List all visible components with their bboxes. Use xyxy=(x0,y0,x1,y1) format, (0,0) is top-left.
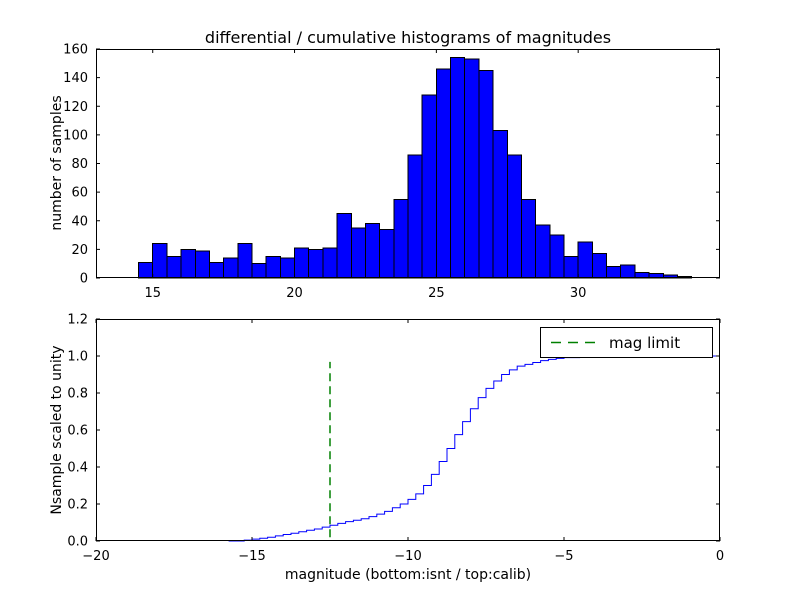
top-y-tick-label: 0 xyxy=(80,272,88,287)
histogram-bar xyxy=(180,248,196,279)
histogram-bar xyxy=(279,257,296,279)
histogram-bar xyxy=(407,154,423,279)
top-x-tick-label: 25 xyxy=(428,286,445,301)
bottom-x-tick-label: 0 xyxy=(716,549,724,564)
top-y-tick-label: 100 xyxy=(63,128,88,143)
histogram-bar xyxy=(223,257,239,279)
histogram-bar xyxy=(450,57,466,279)
bottom-y-tick-label: 1.2 xyxy=(67,313,88,328)
histogram-bar xyxy=(393,198,409,279)
histogram-bar xyxy=(350,227,366,279)
histogram-bar xyxy=(620,264,636,279)
top-y-tick-label: 160 xyxy=(63,43,88,58)
histogram-bar xyxy=(194,250,210,279)
top-y-tick-label: 140 xyxy=(63,71,88,86)
histogram-bar xyxy=(322,247,338,279)
bottom-x-tick-label: −15 xyxy=(238,549,265,564)
histogram-bar xyxy=(464,58,480,279)
bottom-y-tick-label: 0.4 xyxy=(67,461,88,476)
cumulative-line xyxy=(228,355,720,542)
top-x-tick-label: 20 xyxy=(286,286,303,301)
top-y-axis-label: number of samples xyxy=(49,95,65,231)
histogram-bar xyxy=(208,261,225,279)
bottom-y-tick-label: 1.0 xyxy=(67,350,88,365)
histogram-bar xyxy=(336,213,352,279)
bottom-x-tick-label: −5 xyxy=(554,549,573,564)
histogram-bar xyxy=(308,248,324,279)
legend-label: mag limit xyxy=(609,334,680,352)
bottom-y-tick-label: 0.6 xyxy=(67,424,88,439)
histogram-bar xyxy=(265,256,281,279)
histogram-bar xyxy=(152,243,168,279)
histogram-bar xyxy=(421,94,437,279)
bottom-y-tick-label: 0.0 xyxy=(67,535,88,550)
histogram-bar xyxy=(294,247,310,279)
histogram-bar xyxy=(138,261,154,279)
histogram-bar xyxy=(166,256,182,279)
histogram-bar xyxy=(591,253,608,279)
histogram-bar xyxy=(251,263,267,279)
histogram-bar xyxy=(520,198,537,279)
bottom-y-tick-label: 0.2 xyxy=(67,498,88,513)
bottom-x-tick-label: −20 xyxy=(82,549,109,564)
top-x-tick-label: 15 xyxy=(144,286,161,301)
histogram-bar xyxy=(606,266,622,279)
bottom-y-tick-label: 0.8 xyxy=(67,387,88,402)
histogram-bar xyxy=(535,224,551,279)
bottom-y-axis-label: Nsample scaled to unity xyxy=(49,345,65,515)
histogram-bar xyxy=(492,130,508,279)
top-x-tick-label: 30 xyxy=(570,286,587,301)
histogram-bar xyxy=(435,68,452,279)
bottom-x-tick-label: −10 xyxy=(394,549,421,564)
top-y-tick-label: 20 xyxy=(71,243,88,258)
histogram-bar xyxy=(478,69,494,279)
histogram-bar xyxy=(563,256,579,279)
top-y-tick-label: 80 xyxy=(71,157,88,172)
histogram-bar xyxy=(364,223,381,279)
top-y-tick-label: 120 xyxy=(63,100,88,115)
histogram-bar xyxy=(237,243,253,279)
histogram-bar xyxy=(549,234,565,279)
histogram-bar xyxy=(379,228,395,279)
top-y-tick-label: 60 xyxy=(71,186,88,201)
histogram-bar xyxy=(577,241,593,279)
histogram-bar xyxy=(506,154,522,279)
bottom-x-axis-label: magnitude (bottom:isnt / top:calib) xyxy=(284,567,532,583)
top-y-tick-label: 40 xyxy=(71,214,88,229)
chart-title: differential / cumulative histograms of … xyxy=(204,28,612,47)
